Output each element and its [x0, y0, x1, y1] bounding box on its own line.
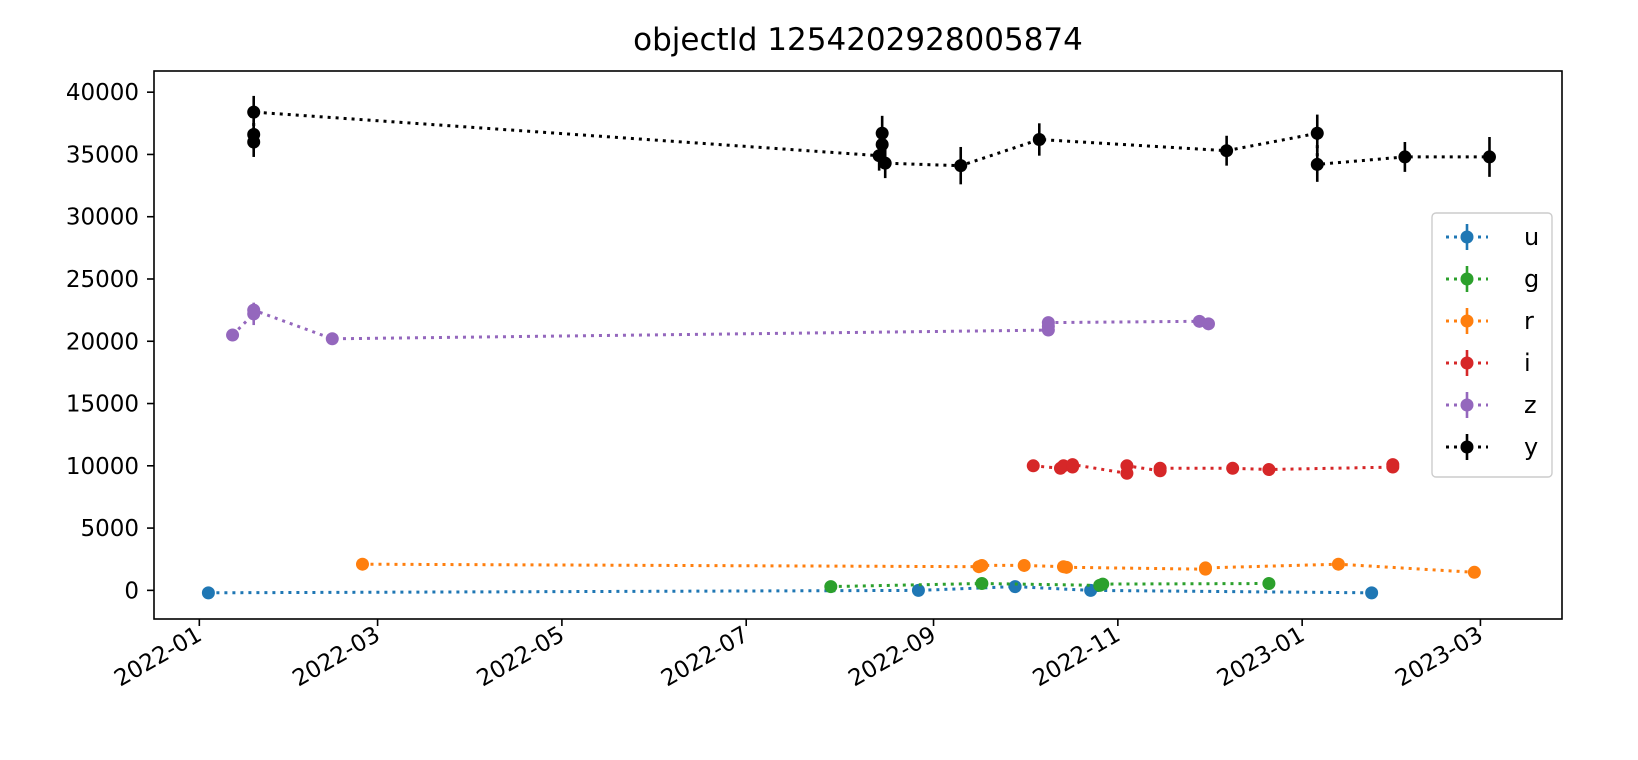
- data-point: [1120, 459, 1134, 473]
- data-point: [1198, 561, 1212, 575]
- x-tick-label: 2022-01: [110, 622, 206, 693]
- legend-label: i: [1524, 349, 1531, 377]
- data-point: [1482, 150, 1496, 164]
- y-tick-label: 10000: [66, 454, 139, 480]
- y-tick-label: 15000: [66, 392, 139, 418]
- legend-label: z: [1524, 391, 1537, 419]
- legend-entry-u: u: [1446, 223, 1539, 251]
- legend-label: u: [1524, 223, 1539, 251]
- data-point: [878, 156, 892, 170]
- data-point: [1365, 586, 1379, 600]
- data-point: [247, 105, 261, 119]
- y-tick-label: 25000: [66, 267, 139, 293]
- x-tick-label: 2023-03: [1391, 622, 1487, 693]
- series-line-r: [362, 562, 1475, 574]
- data-point: [1398, 150, 1412, 164]
- legend-marker: [1460, 398, 1474, 412]
- x-tick-label: 2023-01: [1213, 622, 1309, 693]
- data-point: [226, 328, 240, 342]
- series-line-i: [1033, 462, 1395, 476]
- y-tick-label: 35000: [66, 142, 139, 168]
- series-layer: [201, 95, 1496, 600]
- axis-layer: 0 5000 10000 15000 20000 25000 30000 35000 40000…: [66, 80, 1488, 692]
- data-point: [1153, 461, 1167, 475]
- y-tick-label: 5000: [80, 516, 139, 542]
- data-point: [247, 128, 261, 142]
- series-r: [355, 557, 1481, 579]
- legend-marker: [1460, 230, 1474, 244]
- data-point: [954, 159, 968, 173]
- legend-entry-y: y: [1446, 433, 1538, 461]
- y-tick-label: 0: [124, 578, 139, 604]
- y-tick-label: 40000: [66, 80, 139, 106]
- data-point: [1041, 316, 1055, 330]
- data-point: [1096, 577, 1110, 591]
- legend-marker: [1460, 440, 1474, 454]
- data-point: [975, 558, 989, 572]
- series-z: [226, 302, 1215, 346]
- data-point: [201, 586, 215, 600]
- data-point: [1331, 557, 1345, 571]
- legend-label: g: [1524, 265, 1539, 293]
- legend-marker: [1460, 314, 1474, 328]
- data-point: [875, 126, 889, 140]
- data-point: [824, 580, 838, 594]
- legend-marker: [1460, 356, 1474, 370]
- data-point: [1032, 133, 1046, 146]
- data-point: [975, 577, 989, 591]
- series-u: [201, 580, 1379, 600]
- data-point: [911, 583, 925, 597]
- plot-frame: [153, 70, 1563, 620]
- legend-label: r: [1524, 307, 1534, 335]
- series-line-u: [208, 585, 1372, 595]
- data-point: [1386, 458, 1400, 472]
- series-i: [1026, 458, 1400, 480]
- series-line-g: [830, 581, 1269, 589]
- data-point: [1059, 560, 1073, 574]
- y-tick-label: 30000: [66, 205, 139, 231]
- data-point: [1262, 463, 1276, 477]
- x-tick-label: 2022-11: [1029, 622, 1125, 693]
- x-tick-label: 2022-05: [473, 622, 569, 693]
- legend-entry-g: g: [1446, 265, 1539, 293]
- data-point: [1467, 565, 1481, 579]
- series-line-z: [231, 307, 1209, 341]
- data-point: [247, 303, 261, 317]
- legend-entry-i: i: [1446, 349, 1531, 377]
- data-point: [1226, 461, 1240, 475]
- series-y: [247, 95, 1496, 185]
- legend-label: y: [1524, 433, 1538, 461]
- y-tick-label: 20000: [66, 329, 139, 355]
- data-point: [1262, 577, 1276, 591]
- series-line-y: [252, 110, 1490, 168]
- data-point: [1026, 459, 1040, 473]
- data-point: [1310, 126, 1324, 140]
- data-point: [1310, 157, 1324, 171]
- data-point: [1008, 580, 1022, 594]
- data-point: [355, 557, 369, 571]
- x-tick-label: 2022-07: [657, 622, 753, 693]
- data-point: [1201, 317, 1215, 331]
- series-g: [824, 577, 1276, 594]
- legend-marker: [1460, 272, 1474, 286]
- x-tick-label: 2022-09: [844, 622, 940, 693]
- legend-entry-r: r: [1446, 307, 1534, 335]
- data-point: [325, 332, 339, 346]
- data-point: [1017, 558, 1031, 572]
- chart-title: objectId 1254202928005874: [633, 22, 1083, 58]
- data-point: [1066, 458, 1080, 472]
- x-tick-label: 2022-03: [288, 622, 384, 693]
- legend-entry-z: z: [1446, 391, 1537, 419]
- data-point: [1220, 144, 1234, 158]
